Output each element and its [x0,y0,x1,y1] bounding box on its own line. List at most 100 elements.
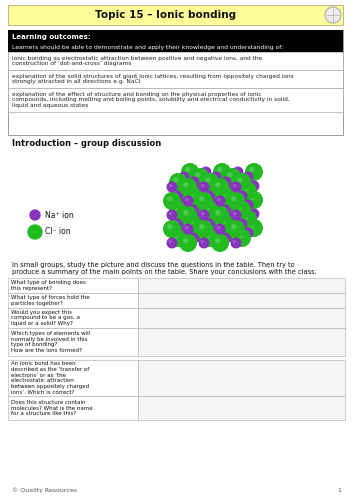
Circle shape [216,180,227,192]
Circle shape [237,205,243,210]
Circle shape [199,224,204,230]
Circle shape [163,192,181,210]
Circle shape [251,211,254,214]
Circle shape [195,200,201,205]
Circle shape [169,229,187,247]
Circle shape [169,173,187,191]
Circle shape [201,173,219,191]
Circle shape [243,172,253,182]
Circle shape [227,186,238,196]
Circle shape [217,198,220,202]
Circle shape [217,226,220,230]
Circle shape [195,186,205,196]
Circle shape [169,240,172,244]
Circle shape [233,181,238,186]
Text: An ionic bond has been
described as the ‘transfer of
electrons’ or as ‘the
elect: An ionic bond has been described as the … [11,361,89,395]
Circle shape [199,196,204,202]
Circle shape [231,238,241,248]
Circle shape [217,223,222,228]
Circle shape [201,166,211,177]
Text: Does this structure contain
molecules? What is the name
for a structure like thi: Does this structure contain molecules? W… [11,400,93,416]
Circle shape [217,167,222,172]
Circle shape [229,188,232,192]
Circle shape [217,215,235,233]
Circle shape [239,221,242,224]
Circle shape [213,219,231,237]
Circle shape [215,210,221,216]
Circle shape [233,209,238,214]
Circle shape [229,205,247,223]
Circle shape [235,169,238,172]
Circle shape [227,214,238,224]
Circle shape [217,195,222,200]
Circle shape [195,192,213,210]
Circle shape [185,167,191,172]
Circle shape [233,229,251,247]
Circle shape [198,238,209,248]
Circle shape [231,210,241,220]
Circle shape [205,177,210,182]
Circle shape [239,193,242,196]
Bar [8,396,138,420]
Circle shape [221,176,232,188]
Circle shape [219,183,222,186]
Circle shape [223,168,241,186]
Circle shape [249,180,259,192]
Circle shape [211,178,229,196]
Circle shape [183,238,189,244]
Circle shape [237,233,243,238]
Circle shape [213,174,216,178]
Text: Introduction – group discussion: Introduction – group discussion [12,138,161,147]
Circle shape [203,197,206,200]
Circle shape [195,220,213,238]
Circle shape [227,192,245,210]
Circle shape [233,166,244,177]
Bar [138,396,345,420]
Circle shape [169,212,172,216]
Circle shape [163,220,181,238]
Circle shape [181,202,184,205]
Circle shape [210,228,221,238]
Circle shape [235,197,238,200]
Bar [8,278,138,293]
Text: Topic 15 – Ionic bonding: Topic 15 – Ionic bonding [95,10,236,20]
Circle shape [229,177,247,195]
Circle shape [185,195,191,200]
Circle shape [191,168,209,186]
Circle shape [231,196,237,202]
Circle shape [233,240,236,244]
Text: explanation of the effect of structure and bonding on the physical properties of: explanation of the effect of structure a… [12,92,290,108]
Circle shape [167,238,178,248]
Circle shape [215,224,226,234]
Circle shape [185,223,191,228]
Circle shape [181,219,199,237]
Circle shape [187,211,190,214]
Circle shape [173,190,184,202]
Circle shape [201,181,207,186]
Bar [8,328,138,356]
Circle shape [28,225,42,239]
Text: ionic bonding as electrostatic attraction between positive and negative ions, an: ionic bonding as electrostatic attractio… [12,56,262,66]
Circle shape [185,198,188,202]
Bar [138,278,345,293]
Circle shape [245,219,263,237]
Circle shape [249,167,255,172]
Bar [8,52,343,70]
Circle shape [185,208,196,220]
Bar [8,30,343,52]
Circle shape [181,163,199,181]
Text: Would you expect this
compound to be a gas, a
liquid or a solid? Why?: Would you expect this compound to be a g… [11,310,80,326]
Circle shape [167,196,173,202]
Circle shape [249,195,255,200]
Circle shape [201,201,219,219]
Circle shape [195,172,201,178]
Circle shape [211,206,229,224]
Circle shape [179,234,197,252]
Text: What type of bonding does
this represent?: What type of bonding does this represent… [11,280,86,291]
Circle shape [233,194,244,205]
Circle shape [169,201,187,219]
Circle shape [185,180,196,192]
Circle shape [217,187,235,205]
Circle shape [191,207,194,210]
Circle shape [179,178,197,196]
